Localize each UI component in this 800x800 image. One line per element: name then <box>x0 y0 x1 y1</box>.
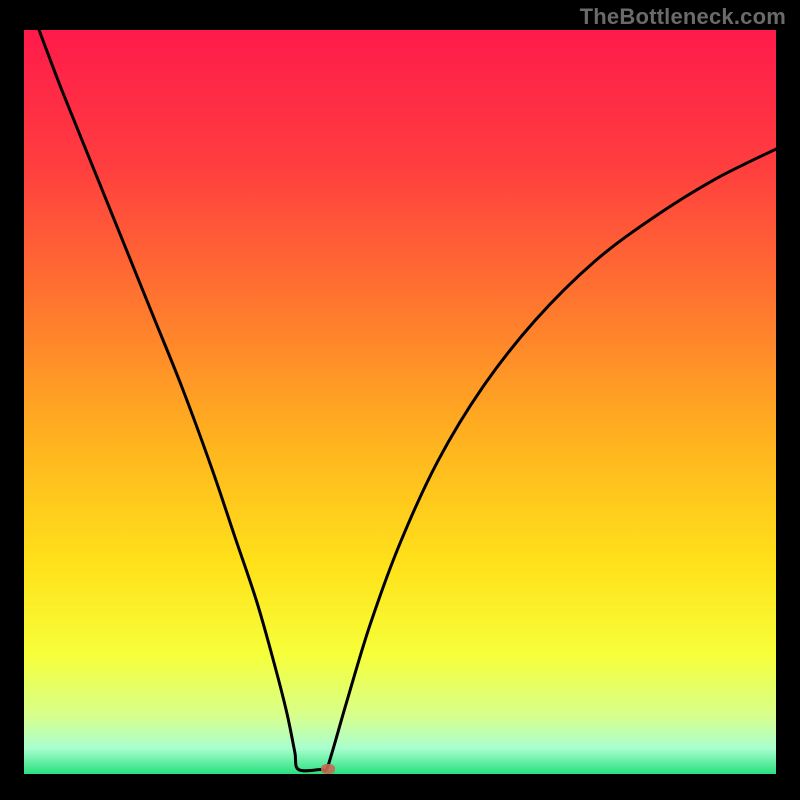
optimum-marker <box>321 764 335 774</box>
bottleneck-curve <box>24 30 776 774</box>
chart-frame: TheBottleneck.com <box>0 0 800 800</box>
plot-area <box>24 30 776 774</box>
watermark-text: TheBottleneck.com <box>580 4 786 30</box>
